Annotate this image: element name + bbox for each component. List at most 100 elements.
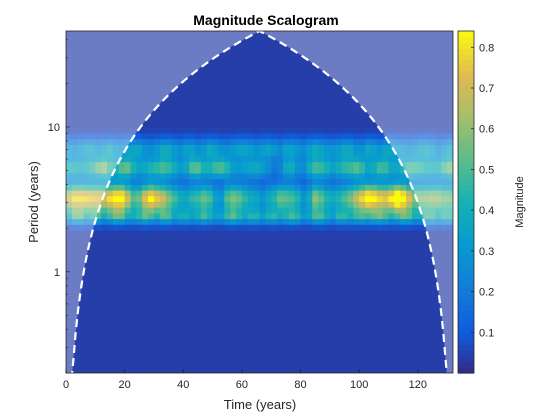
heatmap-cell	[259, 259, 266, 266]
heatmap-cell	[124, 190, 132, 197]
heatmap-cell	[277, 304, 284, 311]
heatmap-cell	[282, 367, 290, 373]
heatmap-cell	[306, 184, 313, 192]
heatmap-cell	[294, 253, 302, 260]
heatmap-cell	[66, 367, 73, 373]
heatmap-cell	[329, 88, 337, 95]
heatmap-cell	[236, 59, 243, 66]
heatmap-cell	[200, 173, 208, 180]
heatmap-cell	[294, 361, 302, 368]
heatmap-cell	[441, 270, 448, 277]
heatmap-cell	[400, 150, 407, 157]
heatmap-cell	[177, 31, 184, 38]
heatmap-cell	[447, 355, 453, 363]
heatmap-cell	[77, 156, 85, 163]
heatmap-cell	[353, 82, 360, 89]
heatmap-cell	[265, 42, 272, 49]
heatmap-cell	[370, 350, 378, 357]
heatmap-cell	[365, 350, 372, 357]
heatmap-cell	[365, 99, 372, 106]
heatmap-cell	[318, 202, 325, 209]
heatmap-cell	[388, 162, 395, 169]
heatmap-cell	[288, 333, 296, 340]
heatmap-cell	[200, 31, 208, 38]
heatmap-cell	[77, 241, 85, 249]
heatmap-cell	[177, 327, 184, 334]
heatmap-cell	[124, 344, 132, 351]
heatmap-cell	[318, 253, 325, 260]
heatmap-cell	[77, 230, 85, 237]
heatmap-cell	[306, 344, 313, 351]
heatmap-cell	[300, 350, 308, 357]
heatmap-cell	[335, 65, 343, 72]
heatmap-cell	[400, 145, 407, 152]
heatmap-cell	[95, 190, 102, 197]
heatmap-cell	[324, 105, 331, 112]
heatmap-cell	[101, 253, 108, 260]
heatmap-cell	[124, 247, 132, 254]
heatmap-cell	[77, 167, 85, 175]
heatmap-cell	[148, 53, 155, 61]
heatmap-cell	[247, 276, 255, 283]
heatmap-cell	[130, 355, 137, 363]
heatmap-cell	[83, 213, 91, 220]
heatmap-cell	[312, 344, 319, 351]
heatmap-cell	[359, 241, 366, 249]
heatmap-cell	[318, 281, 325, 289]
heatmap-cell	[247, 344, 255, 351]
heatmap-cell	[441, 167, 448, 175]
colorbar-strip	[458, 82, 474, 89]
heatmap-cell	[241, 344, 249, 351]
heatmap-cell	[130, 241, 137, 249]
heatmap-cell	[153, 48, 161, 55]
heatmap-cell	[83, 259, 91, 266]
heatmap-cell	[300, 150, 308, 157]
heatmap-cell	[388, 367, 395, 373]
heatmap-cell	[411, 150, 419, 157]
heatmap-cell	[224, 184, 231, 192]
heatmap-cell	[341, 110, 349, 118]
colorbar-strip	[458, 264, 474, 271]
heatmap-cell	[241, 70, 249, 78]
heatmap-cell	[288, 196, 296, 203]
heatmap-cell	[335, 355, 343, 363]
heatmap-cell	[411, 110, 419, 118]
heatmap-cell	[388, 76, 395, 83]
heatmap-cell	[189, 281, 196, 289]
heatmap-cell	[335, 48, 343, 55]
heatmap-cell	[247, 321, 255, 328]
heatmap-cell	[318, 70, 325, 78]
heatmap-cell	[324, 213, 331, 220]
heatmap-cell	[423, 127, 431, 135]
heatmap-cell	[118, 304, 126, 311]
heatmap-cell	[423, 293, 431, 300]
heatmap-cell	[312, 167, 319, 175]
heatmap-cell	[218, 173, 225, 180]
heatmap-cell	[353, 48, 360, 55]
heatmap-cell	[382, 316, 390, 323]
heatmap-cell	[411, 338, 419, 346]
heatmap-cell	[101, 184, 108, 192]
heatmap-cell	[259, 202, 266, 209]
heatmap-cell	[241, 321, 249, 328]
heatmap-cell	[359, 213, 366, 220]
heatmap-cell	[107, 59, 114, 66]
heatmap-cell	[165, 196, 173, 203]
heatmap-cell	[200, 304, 208, 311]
heatmap-cell	[429, 276, 437, 283]
colorbar-strip	[458, 298, 474, 306]
heatmap-cell	[400, 344, 407, 351]
heatmap-cell	[107, 202, 114, 209]
heatmap-cell	[288, 253, 296, 260]
heatmap-cell	[153, 53, 161, 61]
heatmap-cell	[277, 236, 284, 243]
heatmap-cell	[429, 59, 437, 66]
heatmap-cell	[271, 247, 278, 254]
heatmap-cell	[423, 82, 431, 89]
heatmap-cell	[370, 236, 378, 243]
heatmap-cell	[341, 184, 349, 192]
heatmap-cell	[66, 259, 73, 266]
heatmap-cell	[148, 116, 155, 123]
heatmap-cell	[107, 293, 114, 300]
heatmap-cell	[312, 264, 319, 271]
